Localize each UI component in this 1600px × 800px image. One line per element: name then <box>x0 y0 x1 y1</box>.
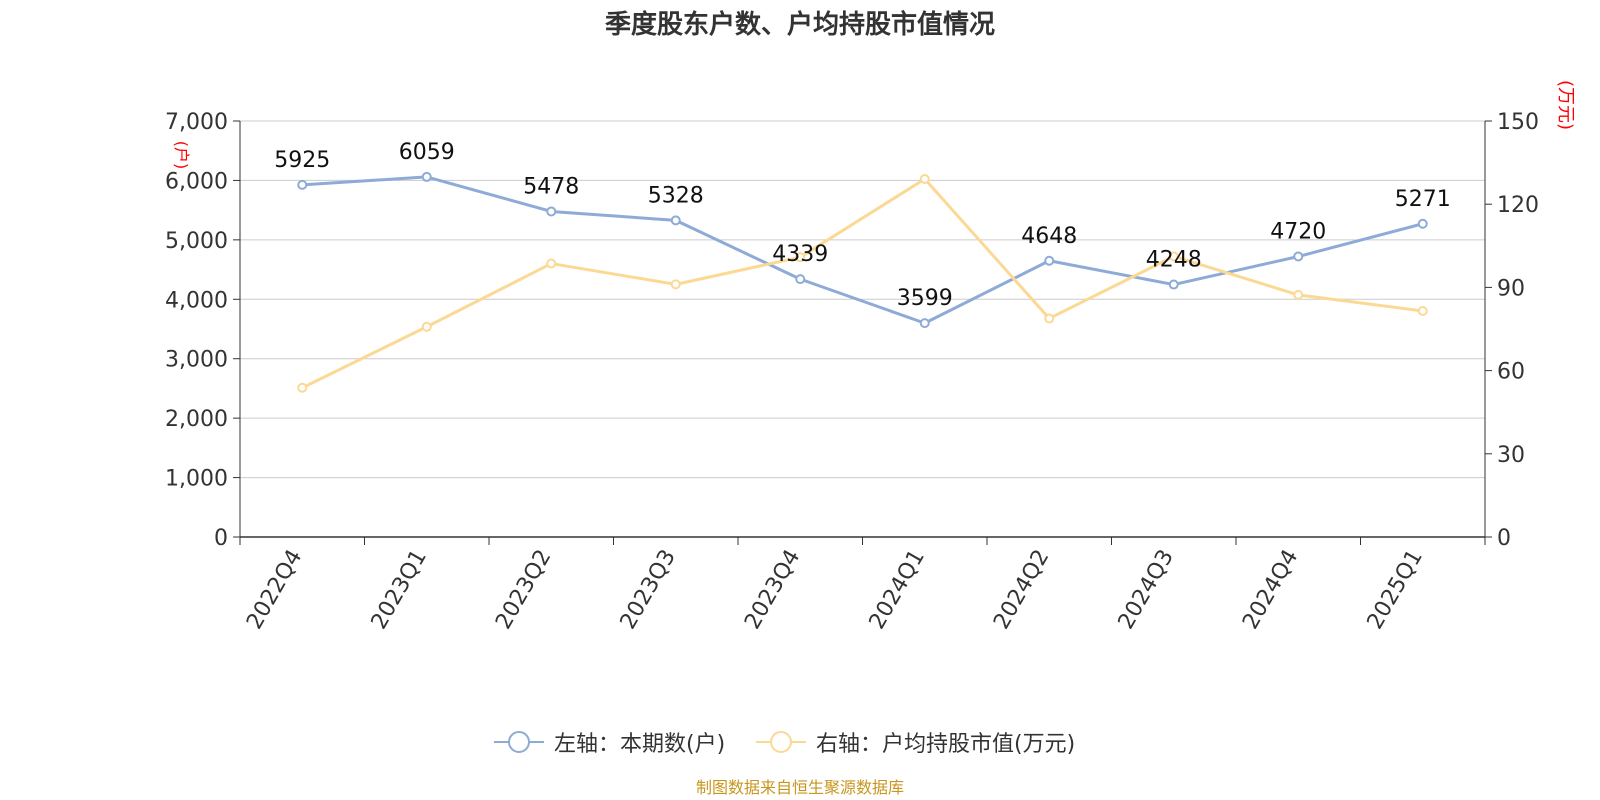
data-label: 4648 <box>1021 224 1077 249</box>
series-line-left <box>302 175 1424 325</box>
data-point <box>1417 305 1428 316</box>
legend: 左轴：本期数(户) 右轴：户均持股市值(万元) <box>0 726 1600 762</box>
data-point <box>795 252 806 263</box>
data-point <box>1044 255 1055 266</box>
data-point <box>1168 251 1179 262</box>
x-tick-label: 2024Q4 <box>1238 546 1303 634</box>
left-tick-label: 6,000 <box>165 169 228 194</box>
data-point <box>546 258 557 269</box>
legend-item-right[interactable]: 右轴：户均持股市值(万元) <box>756 726 1075 758</box>
data-label: 3599 <box>897 286 953 311</box>
legend-item-left[interactable]: 左轴：本期数(户) <box>494 726 725 758</box>
left-tick-label: 1,000 <box>165 467 228 492</box>
right-tick-label: 120 <box>1497 193 1539 218</box>
data-point <box>795 274 806 285</box>
data-point <box>1293 289 1304 300</box>
legend-label-left: 左轴：本期数(户) <box>554 732 726 757</box>
data-point <box>421 321 432 332</box>
source-note: 制图数据来自恒生聚源数据库 <box>695 778 904 797</box>
data-label: 4339 <box>772 242 828 267</box>
x-tick-label: 2024Q2 <box>989 546 1054 634</box>
series-group <box>297 171 1428 393</box>
data-point <box>1044 313 1055 324</box>
data-point <box>546 206 557 217</box>
x-tick-label: 2023Q2 <box>491 546 556 634</box>
right-axis-unit: (万元) <box>1555 80 1576 130</box>
x-tick-label: 2022Q4 <box>242 546 307 634</box>
data-label: 5328 <box>648 183 704 208</box>
chart-title: 季度股东户数、户均持股市值情况 <box>604 10 995 40</box>
right-tick-label: 60 <box>1497 360 1525 385</box>
x-tick-label: 2023Q1 <box>367 546 432 634</box>
data-label: 5478 <box>523 174 579 199</box>
data-label: 5925 <box>274 148 330 173</box>
x-tick-label: 2023Q3 <box>616 546 681 634</box>
series-line-right <box>301 177 1423 390</box>
data-labels: 5925 6059 5478 5328 4339 3599 4648 4248 4720 5271 <box>274 140 1451 311</box>
data-label: 4720 <box>1270 219 1326 244</box>
left-tick-label: 0 <box>214 526 228 551</box>
legend-marker-left-icon <box>494 731 544 753</box>
data-point <box>421 171 432 182</box>
left-tick-label: 2,000 <box>165 407 228 432</box>
data-point <box>670 215 681 226</box>
data-label: 5271 <box>1395 187 1451 212</box>
legend-marker-right-icon <box>756 731 806 753</box>
left-axis-unit: (户) <box>172 141 191 170</box>
grid-lines <box>240 120 1485 479</box>
data-point <box>919 173 930 184</box>
left-tick-label: 7,000 <box>165 110 228 135</box>
data-point <box>1417 218 1428 229</box>
right-tick-label: 30 <box>1497 443 1525 468</box>
left-tick-label: 3,000 <box>165 348 228 373</box>
right-tick-label: 0 <box>1497 526 1511 551</box>
data-point <box>1168 279 1179 290</box>
axes: 0 1,000 2,000 3,000 4,000 5,000 6,000 7,000 0 30 6… <box>165 80 1576 634</box>
data-label: 4248 <box>1146 248 1202 273</box>
data-label: 6059 <box>399 140 455 165</box>
data-point <box>919 318 930 329</box>
data-point <box>297 179 308 190</box>
left-tick-label: 5,000 <box>165 229 228 254</box>
x-tick-label: 2024Q1 <box>865 546 930 634</box>
legend-label-right: 右轴：户均持股市值(万元) <box>816 732 1076 757</box>
data-point <box>1293 251 1304 262</box>
data-point <box>297 382 308 393</box>
right-tick-label: 150 <box>1497 110 1539 135</box>
x-tick-label: 2024Q3 <box>1114 546 1179 634</box>
left-tick-label: 4,000 <box>165 288 228 313</box>
x-tick-label: 2025Q1 <box>1363 546 1428 634</box>
data-point <box>670 279 681 290</box>
x-tick-label: 2023Q4 <box>740 546 805 634</box>
right-tick-label: 90 <box>1497 276 1525 301</box>
